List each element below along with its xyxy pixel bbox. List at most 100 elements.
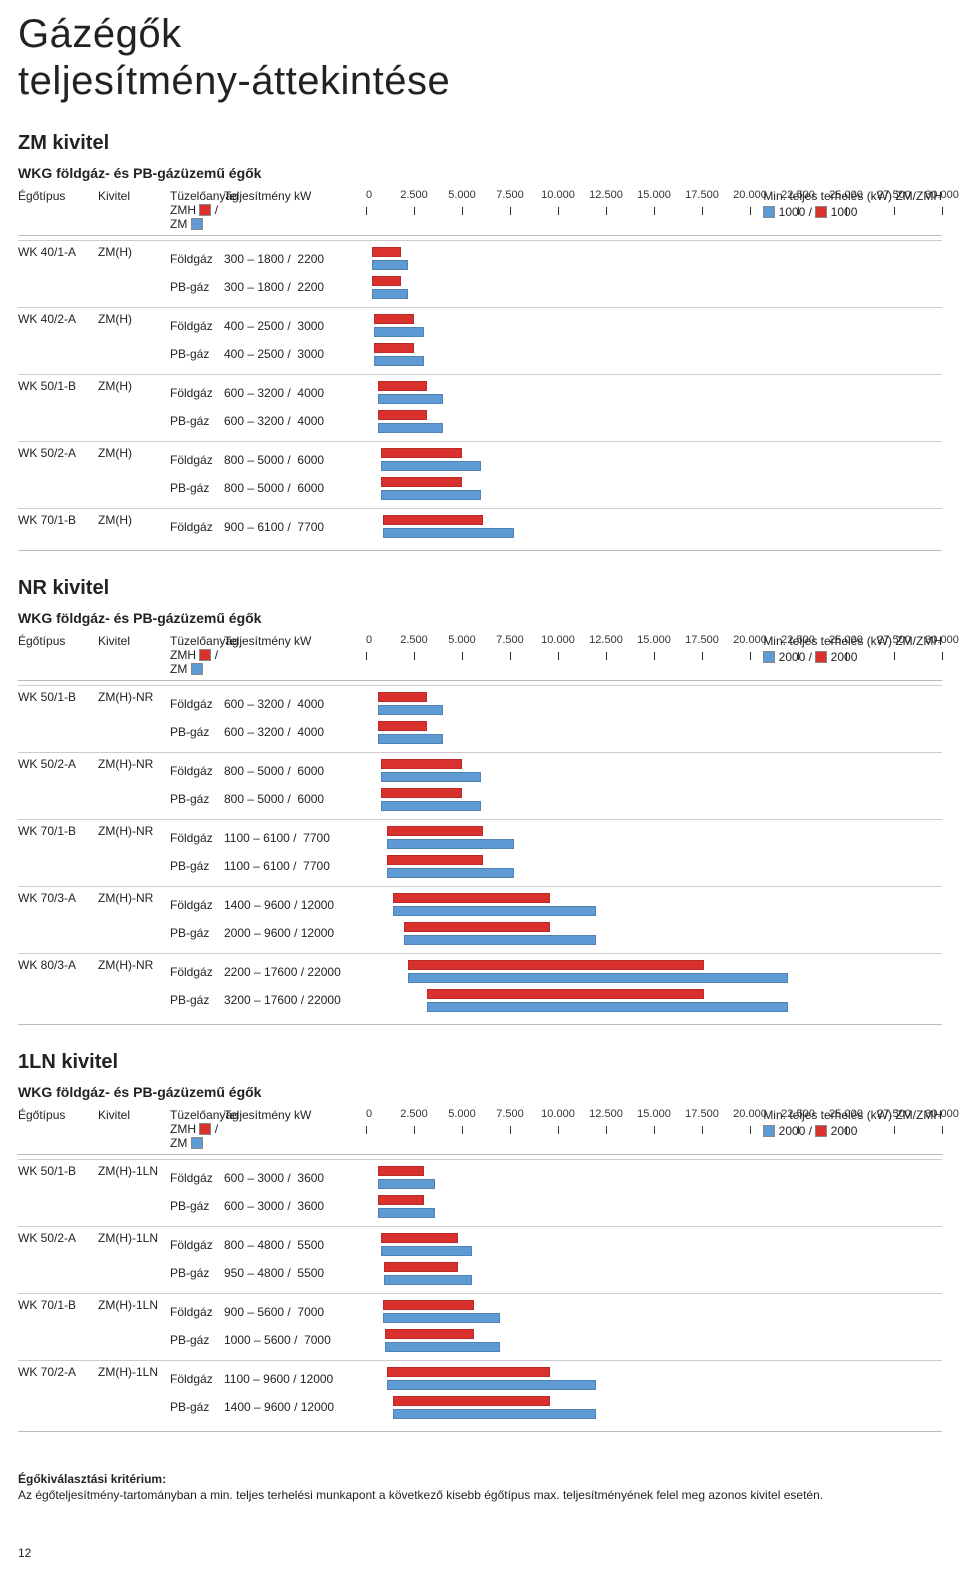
cell-fuel-col: FöldgázPB-gáz	[170, 891, 224, 949]
axis-tick-line	[654, 207, 655, 215]
cell-fuel-col: FöldgázPB-gáz	[170, 446, 224, 504]
table-row: WK 40/2-AZM(H)FöldgázPB-gáz400 – 2500 / …	[18, 307, 942, 374]
divider	[18, 680, 942, 681]
axis-tick-line	[462, 652, 463, 660]
cell-kivitel: ZM(H)	[98, 513, 170, 542]
cell-kivitel: ZM(H)-NR	[98, 690, 170, 748]
axis-tick-label: 15.000	[637, 189, 671, 201]
cell-model: WK 70/1-B	[18, 513, 98, 542]
min-load-legend-title: Min. teljes terhelés (kW) ZM/ZMH	[763, 189, 942, 203]
fuel-label: PB-gáz	[170, 1192, 224, 1220]
fuel-label: PB-gáz	[170, 785, 224, 813]
value-label: 1400 – 9600 / 12000	[224, 1393, 366, 1421]
bar-row	[366, 1001, 942, 1013]
legend-red-swatch	[815, 651, 827, 663]
fuel-label: Földgáz	[170, 891, 224, 919]
bar-row	[366, 959, 942, 971]
fuel-label: Földgáz	[170, 757, 224, 785]
cell-fuel-col: FöldgázPB-gáz	[170, 958, 224, 1016]
hdr-tuzelo: TüzelőanyagZMH / ZM	[170, 189, 224, 231]
bar-row	[366, 1274, 942, 1286]
hdr-kivitel: Kivitel	[98, 189, 170, 231]
bar-pair	[366, 246, 942, 274]
bar-row	[366, 825, 942, 837]
hdr-telj: Teljesítmény kW	[224, 189, 366, 231]
cell-kivitel: ZM(H)	[98, 312, 170, 370]
bar-pair	[366, 476, 942, 504]
cell-fuel-col: FöldgázPB-gáz	[170, 824, 224, 882]
min-load-legend-title: Min. teljes terhelés (kW) ZM/ZMH	[763, 634, 942, 648]
bar-zmh	[381, 759, 462, 769]
hdr-chart-area: 02.5005.0007.50010.00012.50015.00017.500…	[366, 634, 942, 676]
axis-tick-line	[462, 1126, 463, 1134]
legend-zmh-swatch	[199, 204, 211, 216]
value-label: 1100 – 9600 / 12000	[224, 1365, 366, 1393]
fuel-label: Földgáz	[170, 690, 224, 718]
bar-zmh	[393, 893, 550, 903]
value-label: 600 – 3200 / 4000	[224, 690, 366, 718]
bar-row	[366, 460, 942, 472]
table-row: WK 80/3-AZM(H)-NRFöldgázPB-gáz2200 – 176…	[18, 953, 942, 1020]
cell-fuel-col: Földgáz	[170, 513, 224, 542]
value-label: 400 – 2500 / 3000	[224, 312, 366, 340]
section-title: NR kivitel	[18, 577, 942, 600]
axis-tick-label: 5.000	[448, 634, 476, 646]
bar-zm	[372, 260, 408, 270]
axis-tick-label: 7.500	[496, 1108, 524, 1120]
bar-row	[366, 1245, 942, 1257]
fuel-label: Földgáz	[170, 446, 224, 474]
axis-tick-label: 17.500	[685, 1108, 719, 1120]
fuel-label: Földgáz	[170, 1298, 224, 1326]
value-label: 900 – 6100 / 7700	[224, 513, 366, 541]
min-load-legend: Min. teljes terhelés (kW) ZM/ZMH 1000 / …	[763, 189, 942, 219]
bar-row	[366, 409, 942, 421]
fuel-label: PB-gáz	[170, 273, 224, 301]
axis-tick-line	[702, 1126, 703, 1134]
cell-kivitel: ZM(H)-NR	[98, 958, 170, 1016]
table-row: WK 70/1-BZM(H)-1LNFöldgázPB-gáz900 – 560…	[18, 1293, 942, 1360]
table-row: WK 70/2-AZM(H)-1LNFöldgázPB-gáz1100 – 96…	[18, 1360, 942, 1427]
fuel-label: PB-gáz	[170, 852, 224, 880]
bar-zm	[381, 1246, 471, 1256]
cell-kivitel: ZM(H)	[98, 379, 170, 437]
axis-tick-label: 20.000	[733, 1108, 767, 1120]
column-header-row: ÉgőtípusKivitelTüzelőanyagZMH / ZM Telje…	[18, 634, 942, 676]
bar-row	[366, 972, 942, 984]
bar-zmh	[383, 515, 483, 525]
cell-chart-col	[366, 513, 942, 542]
bar-zm	[378, 1179, 436, 1189]
axis-tick-line	[510, 1126, 511, 1134]
cell-values-col: 800 – 5000 / 6000800 – 5000 / 6000	[224, 757, 366, 815]
axis-tick-line	[462, 207, 463, 215]
divider	[18, 550, 942, 551]
bar-zmh	[384, 1262, 458, 1272]
fuel-label: Földgáz	[170, 1164, 224, 1192]
axis-tick-label: 7.500	[496, 189, 524, 201]
bar-zm	[378, 1208, 436, 1218]
bar-zm	[408, 973, 788, 983]
bar-zm	[378, 705, 443, 715]
value-label: 1100 – 6100 / 7700	[224, 824, 366, 852]
axis-tick-label: 10.000	[541, 189, 575, 201]
bar-zm	[378, 734, 443, 744]
cell-kivitel: ZM(H)-NR	[98, 757, 170, 815]
bar-row	[366, 1395, 942, 1407]
bar-row	[366, 1299, 942, 1311]
fuel-label: PB-gáz	[170, 340, 224, 368]
cell-model: WK 70/3-A	[18, 891, 98, 949]
table-row: WK 50/1-BZM(H)FöldgázPB-gáz600 – 3200 / …	[18, 374, 942, 441]
bar-zm	[374, 356, 424, 366]
cell-fuel-col: FöldgázPB-gáz	[170, 1298, 224, 1356]
value-label: 400 – 2500 / 3000	[224, 340, 366, 368]
section-subtitle: WKG földgáz- és PB-gázüzemű égők	[18, 610, 942, 626]
cell-model: WK 40/2-A	[18, 312, 98, 370]
cell-values-col: 800 – 5000 / 6000800 – 5000 / 6000	[224, 446, 366, 504]
section-subtitle: WKG földgáz- és PB-gázüzemű égők	[18, 1084, 942, 1100]
hdr-chart-area: 02.5005.0007.50010.00012.50015.00017.500…	[366, 1108, 942, 1150]
bar-row	[366, 1366, 942, 1378]
section-title: 1LN kivitel	[18, 1051, 942, 1074]
hdr-kivitel: Kivitel	[98, 1108, 170, 1150]
table-row: WK 50/2-AZM(H)FöldgázPB-gáz800 – 5000 / …	[18, 441, 942, 508]
divider	[18, 1431, 942, 1432]
bar-pair	[366, 921, 942, 949]
